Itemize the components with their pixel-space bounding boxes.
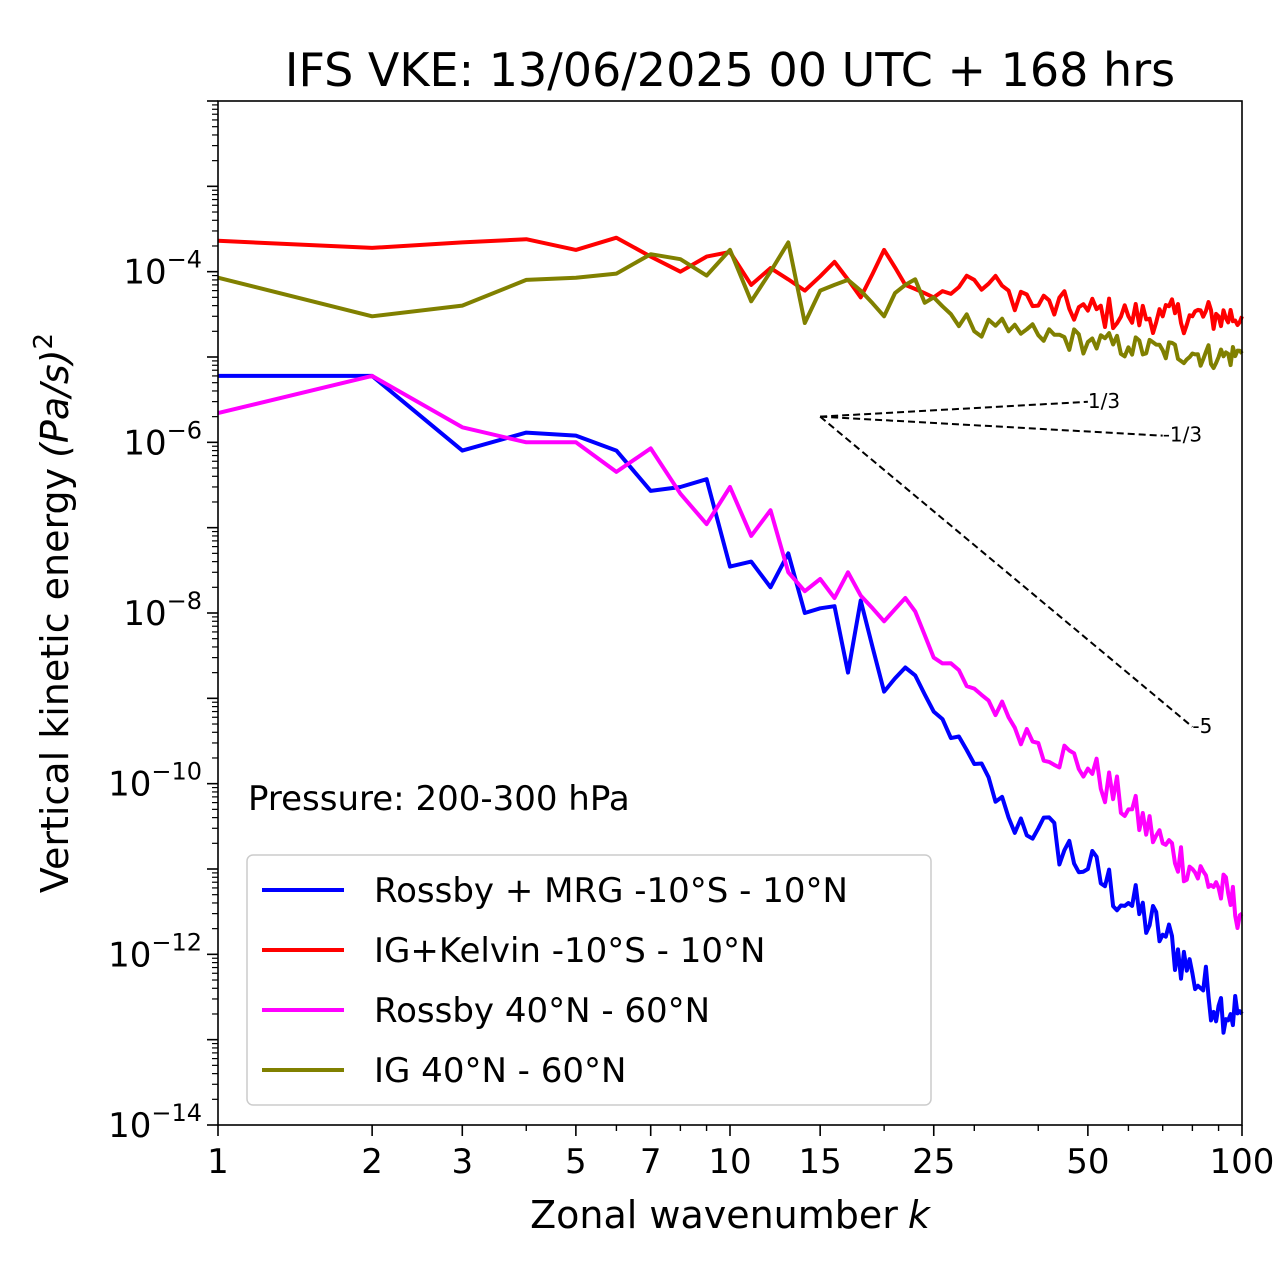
y-axis-label: Vertical kinetic energy (Pa/s)2 <box>29 333 77 893</box>
x-tick-label: 3 <box>451 1142 473 1182</box>
y-tick-label: 10−12 <box>108 928 202 975</box>
x-tick-label: 2 <box>361 1142 383 1182</box>
reference-slope-label-2: -1/3 <box>1163 423 1202 447</box>
series-line-1 <box>218 373 1244 1035</box>
y-tick-label: 10−10 <box>108 758 202 805</box>
series-line-4 <box>217 240 1244 370</box>
x-axis-label: Zonal wavenumber k <box>530 1193 932 1237</box>
legend: Rossby + MRG -10°S - 10°N IG+Kelvin -10°S… <box>246 854 932 1106</box>
y-tick-label: 10−4 <box>123 246 202 293</box>
x-tick-label: 50 <box>1066 1142 1109 1182</box>
reference-slope-line-1 <box>820 400 1088 418</box>
series-line-2 <box>217 235 1244 336</box>
legend-box <box>246 854 932 1106</box>
y-axis-label-units: (Pa/s) <box>33 349 77 457</box>
y-axis-label-exponent: 2 <box>29 333 59 350</box>
y-tick-label: 10−8 <box>123 587 202 634</box>
reference-slope-line-3 <box>819 415 1194 728</box>
y-axis-label-text: Vertical kinetic energy <box>33 468 77 893</box>
reference-slope-label-1: 1/3 <box>1088 389 1120 413</box>
x-tick-label: 1 <box>207 1142 229 1182</box>
y-tick-label: 10−14 <box>108 1099 202 1146</box>
chart-title: IFS VKE: 13/06/2025 00 UTC + 168 hrs <box>285 43 1175 97</box>
x-axis: 1 2 3 5 7 10 15 25 50 100 <box>207 1125 1274 1182</box>
x-axis-label-symbol: k <box>908 1193 932 1237</box>
legend-label-4: IG 40°N - 60°N <box>374 1051 626 1091</box>
x-axis-label-text: Zonal wavenumber <box>530 1193 898 1237</box>
x-tick-label: 10 <box>708 1142 751 1182</box>
y-axis: 10−14 10−12 10−10 10−8 10−6 10−4 <box>108 100 218 1146</box>
legend-label-2: IG+Kelvin -10°S - 10°N <box>374 931 765 971</box>
legend-label-1: Rossby + MRG -10°S - 10°N <box>374 871 848 911</box>
y-tick-label: 10−6 <box>123 416 202 463</box>
x-tick-label: 5 <box>565 1142 587 1182</box>
legend-label-3: Rossby 40°N - 60°N <box>374 991 710 1031</box>
x-tick-label: 25 <box>912 1142 955 1182</box>
x-tick-label: 15 <box>799 1142 842 1182</box>
reference-slope-line-2 <box>820 415 1163 437</box>
pressure-annotation: Pressure: 200-300 hPa <box>248 779 630 819</box>
reference-slope-label-3: -5 <box>1192 714 1212 738</box>
x-tick-label: 100 <box>1210 1142 1275 1182</box>
series-line-3 <box>217 373 1244 930</box>
x-tick-label: 7 <box>640 1142 662 1182</box>
reference-slope-layer: 1/3 -1/3 -5 <box>819 389 1212 738</box>
series-layer <box>217 235 1244 1035</box>
